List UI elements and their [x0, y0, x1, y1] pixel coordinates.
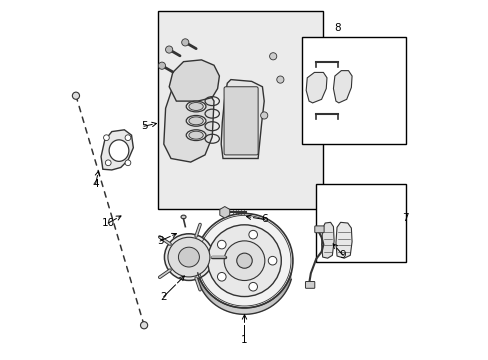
Circle shape	[248, 283, 257, 291]
Ellipse shape	[236, 253, 252, 268]
Text: 1: 1	[241, 334, 247, 345]
Ellipse shape	[164, 234, 213, 280]
Circle shape	[248, 230, 257, 239]
FancyBboxPatch shape	[314, 226, 324, 233]
Ellipse shape	[188, 103, 203, 111]
Circle shape	[217, 240, 225, 249]
Circle shape	[125, 135, 131, 140]
Circle shape	[158, 62, 165, 69]
Text: 2: 2	[160, 292, 167, 302]
Text: 6: 6	[261, 215, 267, 224]
Text: 5: 5	[141, 121, 147, 131]
Text: 8: 8	[334, 23, 340, 33]
Polygon shape	[333, 71, 351, 103]
Ellipse shape	[178, 247, 199, 267]
Circle shape	[125, 160, 131, 166]
Ellipse shape	[207, 225, 281, 297]
Text: 7: 7	[402, 213, 408, 222]
FancyBboxPatch shape	[305, 282, 314, 288]
Bar	[158, 12, 323, 209]
Bar	[301, 37, 405, 144]
Ellipse shape	[186, 130, 205, 140]
Circle shape	[276, 76, 284, 83]
Circle shape	[268, 256, 276, 265]
Circle shape	[103, 135, 109, 140]
Polygon shape	[101, 130, 133, 170]
Text: 3: 3	[157, 236, 163, 246]
Circle shape	[217, 273, 225, 281]
Ellipse shape	[188, 117, 203, 125]
Polygon shape	[163, 80, 214, 162]
Circle shape	[140, 321, 147, 329]
Text: 9: 9	[339, 250, 346, 260]
Polygon shape	[169, 60, 219, 101]
Ellipse shape	[186, 116, 205, 126]
FancyBboxPatch shape	[224, 87, 258, 155]
Polygon shape	[321, 222, 333, 258]
Ellipse shape	[186, 101, 205, 112]
Ellipse shape	[188, 131, 203, 139]
Circle shape	[269, 53, 276, 60]
Circle shape	[165, 46, 172, 53]
Text: 10: 10	[102, 218, 115, 228]
Circle shape	[260, 112, 267, 119]
Polygon shape	[305, 72, 326, 103]
Bar	[316, 184, 405, 262]
Ellipse shape	[167, 237, 209, 277]
Text: 4: 4	[92, 179, 99, 189]
Polygon shape	[335, 222, 351, 258]
Polygon shape	[221, 80, 264, 158]
Ellipse shape	[224, 241, 264, 280]
Circle shape	[105, 160, 111, 166]
Circle shape	[72, 92, 80, 99]
Ellipse shape	[196, 213, 292, 308]
Ellipse shape	[181, 215, 185, 219]
Circle shape	[182, 39, 188, 46]
Ellipse shape	[109, 140, 128, 161]
